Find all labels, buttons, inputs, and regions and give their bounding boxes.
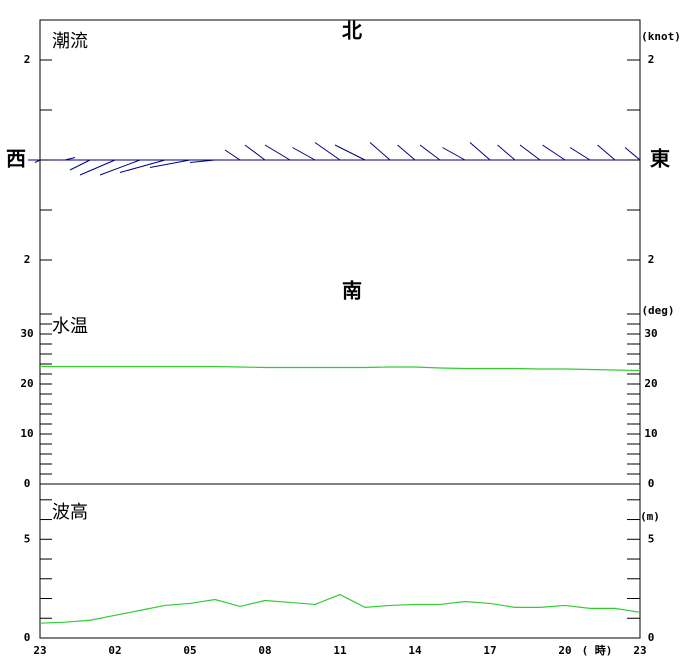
- data-line: [39, 593, 641, 624]
- current-vector: [224, 149, 241, 161]
- current-vector: [314, 142, 341, 161]
- current-vector: [419, 144, 441, 161]
- x-tick-label: 11: [333, 644, 347, 657]
- current-vector: [292, 147, 316, 161]
- current-vector: [69, 159, 91, 171]
- current-vector: [149, 159, 191, 168]
- current-vector: [34, 159, 41, 163]
- frame: [39, 19, 641, 485]
- current-vector: [189, 159, 216, 163]
- x-tick-label: 23: [33, 644, 46, 657]
- current-vector: [497, 144, 516, 161]
- current-vector: [244, 144, 266, 161]
- y-tick-label: 0: [648, 477, 655, 490]
- x-tick-label: 17: [483, 644, 496, 657]
- current-vector: [264, 144, 291, 161]
- y-tick-label: 30: [644, 327, 657, 340]
- unit-label: (knot): [641, 30, 680, 43]
- direction-label: 東: [650, 147, 670, 171]
- y-tick-label: 20: [20, 377, 33, 390]
- x-tick-label: 02: [108, 644, 121, 657]
- y-tick-label: 5: [24, 532, 31, 545]
- y-tick-label: 2: [648, 53, 655, 66]
- current-vector: [369, 142, 391, 161]
- current-vector: [469, 142, 491, 161]
- current-vector: [119, 159, 166, 173]
- unit-label: (m): [640, 510, 660, 523]
- current-vector: [334, 144, 366, 161]
- current-vector: [624, 147, 641, 161]
- unit-label: (deg): [641, 304, 674, 317]
- panel-title: 波高: [52, 502, 88, 523]
- current-vector: [64, 157, 76, 161]
- y-tick-label: 2: [24, 53, 31, 66]
- x-tick-label: 23: [633, 644, 646, 657]
- direction-label: 西: [6, 147, 26, 171]
- y-tick-label: 0: [24, 477, 31, 490]
- y-tick-label: 2: [648, 253, 655, 266]
- y-tick-label: 2: [24, 253, 31, 266]
- x-tick-label: 08: [258, 644, 271, 657]
- y-tick-label: 0: [648, 631, 655, 644]
- x-tick-label: 20: [558, 644, 571, 657]
- panel-title: 水温: [52, 316, 88, 337]
- direction-label: 南: [342, 279, 362, 303]
- data-line: [40, 365, 641, 372]
- current-vector: [542, 144, 566, 161]
- frame: [39, 483, 641, 639]
- current-vector: [442, 147, 466, 161]
- y-tick-label: 10: [20, 427, 33, 440]
- y-tick-label: 30: [20, 327, 33, 340]
- x-tick-label: 14: [408, 644, 422, 657]
- y-tick-label: 5: [648, 532, 655, 545]
- y-tick-label: 0: [24, 631, 31, 644]
- current-vector: [79, 159, 116, 176]
- current-vector: [597, 144, 616, 161]
- x-axis-label: ( 時): [582, 643, 613, 657]
- current-vector: [519, 144, 541, 161]
- current-vector: [99, 159, 141, 176]
- x-tick-label: 05: [183, 644, 196, 657]
- current-vector: [569, 147, 591, 161]
- y-tick-label: 10: [644, 427, 657, 440]
- direction-label: 北: [342, 19, 362, 43]
- current-vector: [397, 144, 416, 161]
- y-tick-label: 20: [644, 377, 657, 390]
- panel-title: 潮流: [52, 31, 88, 52]
